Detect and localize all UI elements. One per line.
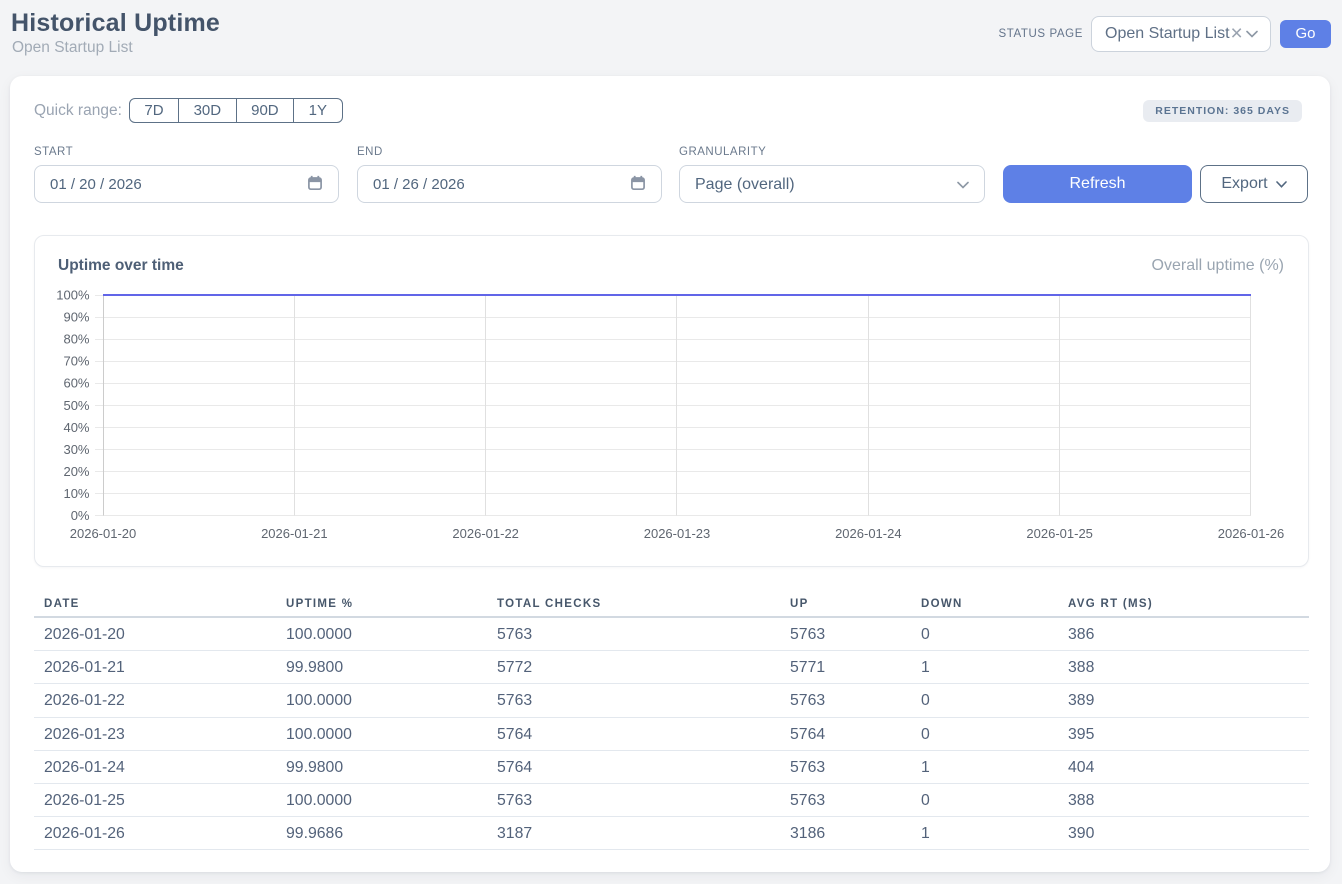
svg-text:90%: 90% (63, 310, 89, 325)
svg-text:60%: 60% (63, 376, 89, 391)
svg-text:2026-01-25: 2026-01-25 (1026, 526, 1093, 541)
svg-text:50%: 50% (63, 398, 89, 413)
svg-text:10%: 10% (63, 486, 89, 501)
svg-text:2026-01-20: 2026-01-20 (70, 526, 137, 541)
svg-text:2026-01-22: 2026-01-22 (452, 526, 519, 541)
svg-text:2026-01-26: 2026-01-26 (1218, 526, 1285, 541)
svg-text:2026-01-24: 2026-01-24 (835, 526, 902, 541)
svg-text:2026-01-21: 2026-01-21 (261, 526, 328, 541)
svg-text:100%: 100% (56, 288, 90, 303)
svg-text:20%: 20% (63, 464, 89, 479)
svg-text:2026-01-23: 2026-01-23 (644, 526, 711, 541)
svg-text:30%: 30% (63, 442, 89, 457)
svg-text:80%: 80% (63, 332, 89, 347)
svg-text:70%: 70% (63, 354, 89, 369)
svg-text:0%: 0% (71, 508, 90, 523)
svg-text:40%: 40% (63, 420, 89, 435)
